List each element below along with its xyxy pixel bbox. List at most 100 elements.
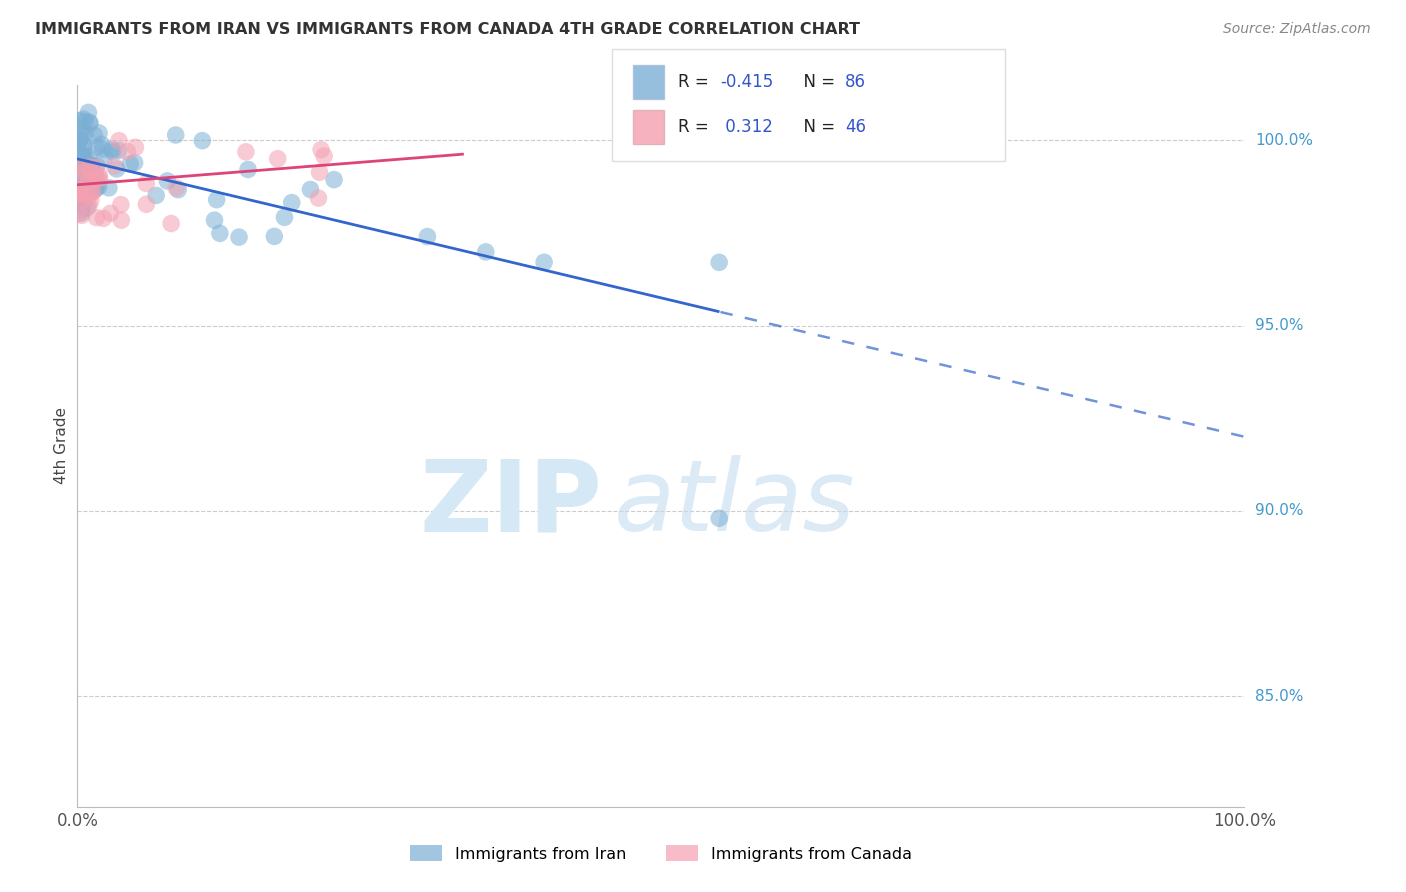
Point [73, 149, 96, 163]
Text: 0.312: 0.312 [720, 119, 773, 136]
Point [86, 159, 108, 173]
Y-axis label: 4th Grade: 4th Grade [53, 408, 69, 484]
Point [67, 157, 90, 171]
Text: 95.0%: 95.0% [1256, 318, 1303, 333]
Point [97, 181, 120, 195]
Point [80, 194, 103, 208]
Point [323, 172, 346, 186]
Point [101, 143, 124, 157]
Point [124, 155, 146, 169]
Point [110, 197, 132, 211]
Point [281, 195, 304, 210]
Text: ZIP: ZIP [419, 455, 603, 552]
Point [73, 114, 96, 128]
Point [91, 142, 114, 156]
Point [105, 161, 128, 176]
Point [117, 145, 139, 159]
Point [67, 131, 90, 145]
Point [475, 244, 498, 259]
Point [308, 165, 330, 179]
Point [69, 182, 91, 196]
Text: R =: R = [678, 119, 714, 136]
Point [93, 211, 115, 226]
Point [87, 126, 110, 140]
Text: Source: ZipAtlas.com: Source: ZipAtlas.com [1223, 22, 1371, 37]
Point [69, 174, 91, 188]
Point [70, 186, 93, 200]
Point [73, 112, 96, 127]
Point [156, 174, 179, 188]
Text: N =: N = [793, 119, 841, 136]
Point [77, 105, 100, 120]
Point [73, 172, 96, 186]
Point [76, 201, 98, 215]
Point [110, 213, 132, 227]
Point [314, 149, 336, 163]
Point [87, 179, 110, 194]
Point [108, 134, 131, 148]
Point [70, 128, 93, 143]
Point [70, 194, 93, 209]
Point [299, 182, 322, 196]
Point [70, 156, 93, 170]
Point [263, 229, 285, 244]
Text: 86: 86 [845, 73, 866, 91]
Point [145, 188, 167, 202]
Point [709, 255, 731, 269]
Point [75, 160, 97, 174]
Point [73, 139, 96, 153]
Point [66, 189, 89, 203]
Point [942, 126, 965, 140]
Point [73, 141, 96, 155]
Point [80, 158, 103, 172]
Text: 90.0%: 90.0% [1256, 503, 1303, 518]
Point [75, 176, 97, 190]
Point [72, 120, 94, 135]
Point [160, 217, 183, 231]
Point [72, 153, 94, 168]
Point [69, 166, 91, 180]
Point [67, 161, 90, 176]
Point [67, 113, 90, 128]
Point [69, 185, 91, 199]
Point [228, 230, 250, 244]
Point [70, 203, 93, 218]
Point [86, 211, 108, 225]
Point [72, 194, 94, 208]
Point [70, 208, 93, 222]
Point [79, 115, 101, 129]
Point [72, 199, 94, 213]
Point [84, 169, 107, 184]
Point [75, 126, 97, 140]
Point [70, 185, 93, 199]
Point [84, 161, 107, 175]
Point [67, 162, 90, 177]
Point [77, 150, 100, 164]
Point [89, 171, 111, 186]
Point [416, 229, 439, 244]
Point [82, 185, 104, 199]
Point [89, 169, 111, 183]
Point [235, 145, 257, 159]
Point [83, 128, 105, 143]
Point [83, 183, 105, 197]
Point [70, 156, 93, 170]
Point [67, 167, 90, 181]
Point [87, 172, 110, 186]
Point [165, 181, 187, 195]
Point [70, 193, 93, 207]
Point [107, 144, 129, 158]
Point [66, 159, 89, 173]
Point [101, 145, 124, 159]
Point [77, 157, 100, 171]
Legend: Immigrants from Iran, Immigrants from Canada: Immigrants from Iran, Immigrants from Ca… [404, 838, 918, 868]
Point [709, 511, 731, 525]
Point [70, 149, 93, 163]
Point [273, 211, 295, 225]
Point [67, 181, 90, 195]
Point [86, 140, 108, 154]
Point [93, 150, 115, 164]
Point [77, 189, 100, 203]
Point [120, 157, 142, 171]
Point [67, 151, 90, 165]
